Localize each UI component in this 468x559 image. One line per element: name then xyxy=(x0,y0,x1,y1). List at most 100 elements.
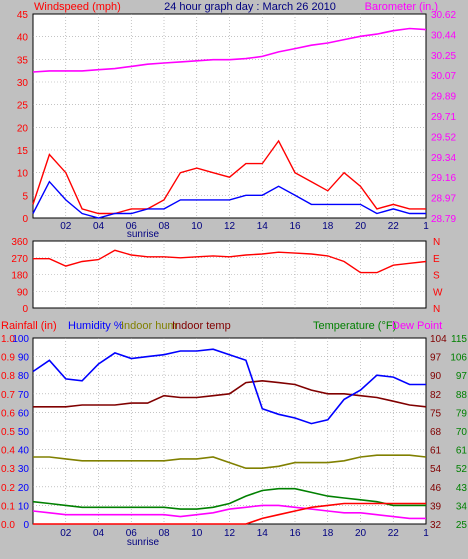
humidity-x-ticks: 02 04 06 08 10 12 14 16 18 20 22 1 xyxy=(60,528,429,539)
barometer-tick: 29.71 xyxy=(431,112,456,123)
humidity-tick: 80 xyxy=(18,371,30,382)
temperature-tick: 32 xyxy=(430,520,442,531)
x-tick-label: 20 xyxy=(355,528,367,539)
wind-baro-series xyxy=(32,27,427,219)
windspeed-tick: 0 xyxy=(22,214,28,225)
temperature-tick: 104 xyxy=(430,334,447,345)
direction-degree-tick: 90 xyxy=(17,287,29,298)
direction-grid xyxy=(33,241,426,308)
x-tick-label: 22 xyxy=(388,528,400,539)
barometer-tick: 28.79 xyxy=(431,214,456,225)
graph-title: 24 hour graph day : March 26 2010 xyxy=(164,1,336,13)
indoor-temp-header: Indoor temp xyxy=(172,320,231,332)
humidity-tick: 70 xyxy=(18,390,30,401)
rainfall-tick: 0.1 xyxy=(1,501,15,512)
x-tick-label: 1 xyxy=(423,221,429,232)
windspeed-gust-line xyxy=(32,139,426,215)
x-tick-label: 06 xyxy=(126,528,138,539)
x-tick-label: 10 xyxy=(191,221,203,232)
wind-x-ticks: 02 04 06 08 10 12 14 16 18 20 22 1 xyxy=(60,221,429,232)
rainfall-tick: 0.5 xyxy=(1,427,15,438)
x-tick-label: 20 xyxy=(355,221,367,232)
x-tick-label: 12 xyxy=(224,528,236,539)
x-tick-label: 02 xyxy=(60,221,72,232)
windspeed-average-line xyxy=(32,180,426,219)
dewpoint-tick: 88 xyxy=(456,390,468,401)
temperature-tick: 97 xyxy=(430,353,442,364)
x-tick-label: 18 xyxy=(322,221,334,232)
x-tick-label: 12 xyxy=(224,221,236,232)
indoor-temp-line xyxy=(33,379,427,408)
windspeed-tick: 10 xyxy=(17,169,29,180)
humidity-tick: 10 xyxy=(18,501,30,512)
windspeed-tick: 45 xyxy=(17,10,29,21)
dewpoint-tick: 115 xyxy=(451,334,467,345)
rainfall-tick: 0.3 xyxy=(1,464,15,475)
rainfall-header: Rainfall (in) xyxy=(1,320,57,332)
dewpoint-tick: 34 xyxy=(456,501,468,512)
temperature-tick: 75 xyxy=(430,408,442,419)
rainfall-tick: 0.9 xyxy=(1,353,15,364)
rainfall-tick: 0.4 xyxy=(1,446,15,457)
rainfall-tick: 0.8 xyxy=(1,371,15,382)
rainfall-tick: 0.0 xyxy=(1,520,15,531)
direction-compass-tick: N xyxy=(433,304,440,315)
dewpoint-tick: 70 xyxy=(456,427,468,438)
rainfall-tick: 0.6 xyxy=(1,408,15,419)
rainfall-line xyxy=(33,502,426,525)
humidity-line xyxy=(32,348,426,425)
rainfall-tick: 0.2 xyxy=(1,483,15,494)
sunrise-label-1: sunrise xyxy=(127,229,160,240)
direction-compass-tick: S xyxy=(433,271,440,282)
windspeed-tick: 35 xyxy=(17,55,29,66)
x-tick-label: 08 xyxy=(158,221,170,232)
humidity-temp-grid xyxy=(33,338,426,524)
windspeed-tick: 25 xyxy=(17,101,29,112)
rainfall-tick: 1.0 xyxy=(1,334,15,345)
direction-series xyxy=(33,249,427,274)
x-tick-label: 18 xyxy=(322,528,334,539)
humidity-temp-series xyxy=(32,348,427,525)
x-tick-label: 04 xyxy=(93,528,105,539)
x-tick-label: 22 xyxy=(388,221,400,232)
x-tick-label: 10 xyxy=(191,528,203,539)
windspeed-tick: 15 xyxy=(17,146,29,157)
x-tick-label: 14 xyxy=(257,528,269,539)
barometer-tick: 30.25 xyxy=(431,51,456,62)
direction-compass-tick: N xyxy=(433,237,440,248)
x-tick-label: 04 xyxy=(93,221,105,232)
windspeed-tick: 20 xyxy=(17,123,29,134)
dewpoint-tick: 61 xyxy=(456,446,468,457)
windspeed-tick: 30 xyxy=(17,78,29,89)
temperature-tick: 39 xyxy=(430,501,442,512)
x-tick-label: 14 xyxy=(257,221,269,232)
temperature-line xyxy=(32,487,426,510)
dewpoint-line xyxy=(32,504,426,520)
humidity-tick: 50 xyxy=(18,427,30,438)
direction-compass-tick: E xyxy=(433,254,440,265)
barometer-tick: 28.97 xyxy=(431,194,456,205)
humidity-tick: 40 xyxy=(18,446,30,457)
windspeed-tick: 5 xyxy=(22,191,28,202)
dewpoint-tick: 79 xyxy=(456,408,468,419)
barometer-tick: 29.16 xyxy=(431,173,456,184)
direction-degree-tick: 0 xyxy=(22,304,28,315)
temperature-tick: 82 xyxy=(430,390,442,401)
barometer-tick: 29.89 xyxy=(431,92,456,103)
barometer-tick: 30.07 xyxy=(431,71,456,82)
indoor-humidity-line xyxy=(33,454,427,470)
temperature-tick: 54 xyxy=(430,464,442,475)
barometer-tick: 30.44 xyxy=(431,30,456,41)
x-tick-label: 02 xyxy=(60,528,72,539)
direction-degree-tick: 270 xyxy=(11,254,28,265)
barometer-tick: 29.52 xyxy=(431,132,456,143)
humidity-temp-ticks: 0.0 0.1 0.2 0.3 0.4 0.5 0.6 0.7 0.8 0.9 1.0 0 10 20 30… xyxy=(1,334,467,531)
humidity-header: Humidity % xyxy=(68,320,124,332)
windspeed-tick: 40 xyxy=(17,33,29,44)
x-tick-label: 1 xyxy=(423,528,429,539)
humidity-tick: 30 xyxy=(18,464,30,475)
temperature-tick: 46 xyxy=(430,483,442,494)
windspeed-ticks: 0 5 10 15 20 25 30 35 40 45 xyxy=(17,10,29,225)
